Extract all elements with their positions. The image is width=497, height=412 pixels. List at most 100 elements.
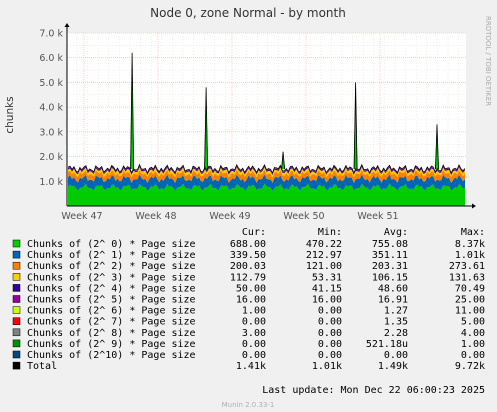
legend-header-cur: Cur: [242,227,266,238]
legend-series-name: Chunks of (2^ 7) * Page size [27,317,196,328]
legend-value-avg: 521.18u [366,339,408,350]
legend-value-avg: 755.08 [372,239,408,250]
y-tick-label: 3.0 k [39,127,63,138]
total-spike-line [353,82,358,170]
series-area [68,169,465,183]
legend-value-avg: 351.11 [372,250,408,261]
chart-title: Node 0, zone Normal - by month [150,6,346,20]
legend-value-max: 5.00 [461,317,485,328]
legend-series-name: Chunks of (2^ 0) * Page size [27,239,196,250]
legend-value-cur: 688.00 [230,239,266,250]
series-area [68,174,465,192]
legend-swatch [12,273,21,281]
legend-value-min: 212.97 [306,250,342,261]
x-tick-label: Week 49 [209,211,250,222]
legend-value-max: 11.00 [455,306,485,317]
legend-value-max: 1.00 [461,339,485,350]
legend-value-cur: 1.41k [236,361,266,372]
legend-value-max: 4.00 [461,328,485,339]
stacked-areas [67,52,466,206]
legend-value-cur: 1.00 [242,306,266,317]
legend-value-cur: 200.03 [230,261,266,272]
last-update: Last update: Mon Dec 22 06:00:23 2025 [262,385,485,396]
legend-series-name: Chunks of (2^ 4) * Page size [27,283,196,294]
legend-value-max: 70.49 [455,283,485,294]
legend-value-avg: 2.28 [384,328,408,339]
legend-series-name: Chunks of (2^ 5) * Page size [27,295,196,306]
legend-value-avg: 1.49k [378,361,408,372]
legend-value-avg: 1.27 [384,306,408,317]
x-tick-label: Week 47 [61,211,102,222]
legend-value-min: 121.00 [306,261,342,272]
legend-value-avg: 106.15 [372,272,408,283]
munin-version-footer: Munin 2.0.33-1 [222,401,275,409]
total-spike-line [435,124,439,170]
legend-value-cur: 50.00 [236,283,266,294]
legend-value-min: 53.31 [312,272,342,283]
legend-value-avg: 16.91 [378,295,408,306]
legend-swatch [12,250,21,259]
legend-value-cur: 0.00 [242,317,266,328]
x-tick-label: Week 48 [135,211,176,222]
legend-value-min: 0.00 [318,350,342,361]
x-tick-label: Week 51 [357,211,398,222]
y-tick-label: 1.0 k [39,177,63,188]
legend-series-name: Total [27,361,57,372]
legend-value-cur: 0.00 [242,339,266,350]
legend-value-max: 1.01k [455,250,485,261]
y-axis-label: chunks [4,96,16,133]
legend-value-cur: 3.00 [242,328,266,339]
y-axis-arrow [64,23,70,27]
legend-swatch [12,328,21,337]
legend-series-name: Chunks of (2^10) * Page size [27,350,196,361]
legend-value-max: 273.61 [449,261,485,272]
legend-series-name: Chunks of (2^ 6) * Page size [27,306,196,317]
legend-series-name: Chunks of (2^ 2) * Page size [27,261,196,272]
total-spike-line [130,52,135,170]
legend-value-avg: 203.31 [372,261,408,272]
legend-value-min: 1.01k [312,361,342,372]
legend-swatch [12,317,21,325]
y-tick-label: 4.0 k [39,103,63,114]
legend-swatch [12,339,21,348]
legend-value-min: 470.22 [306,239,342,250]
legend-header-max: Max: [461,227,485,238]
legend-value-cur: 339.50 [230,250,266,261]
legend-series-name: Chunks of (2^ 8) * Page size [27,328,196,339]
y-tick-label: 6.0 k [39,53,63,64]
legend-value-cur: 0.00 [242,350,266,361]
legend-header-min: Min: [318,227,342,238]
legend-swatch [12,306,21,314]
x-tick-label: Week 50 [283,211,324,222]
legend-value-min: 0.00 [318,306,342,317]
legend-header-avg: Avg: [384,227,408,238]
legend: Cur: Min: Avg: Max: Chunks of (2^ 0) * Page … [12,227,485,372]
legend-swatch [12,350,21,359]
total-line [67,163,466,174]
y-tick-label: 7.0 k [39,29,63,40]
legend-value-avg: 0.00 [384,350,408,361]
legend-value-avg: 48.60 [378,283,408,294]
legend-value-min: 0.00 [318,339,342,350]
legend-value-max: 131.63 [449,272,485,283]
legend-value-cur: 16.00 [236,295,266,306]
legend-swatch [12,295,21,303]
total-spike-line [204,87,209,170]
rrdtool-side-label: RRDTOOL / TOBI OETIKER [484,16,492,106]
legend-swatch [12,284,21,292]
legend-value-min: 16.00 [312,295,342,306]
legend-value-max: 9.72k [455,361,485,372]
legend-swatch [12,239,21,248]
series-area [68,183,465,206]
legend-swatch [12,261,21,270]
legend-value-min: 0.00 [318,317,342,328]
legend-series-name: Chunks of (2^ 1) * Page size [27,250,196,261]
series-area [68,166,465,178]
legend-value-max: 8.37k [455,239,485,250]
x-axis-arrow [472,203,476,209]
legend-value-max: 0.00 [461,350,485,361]
y-tick-label: 2.0 k [39,152,63,163]
legend-value-max: 25.00 [455,295,485,306]
legend-series-name: Chunks of (2^ 9) * Page size [27,339,196,350]
